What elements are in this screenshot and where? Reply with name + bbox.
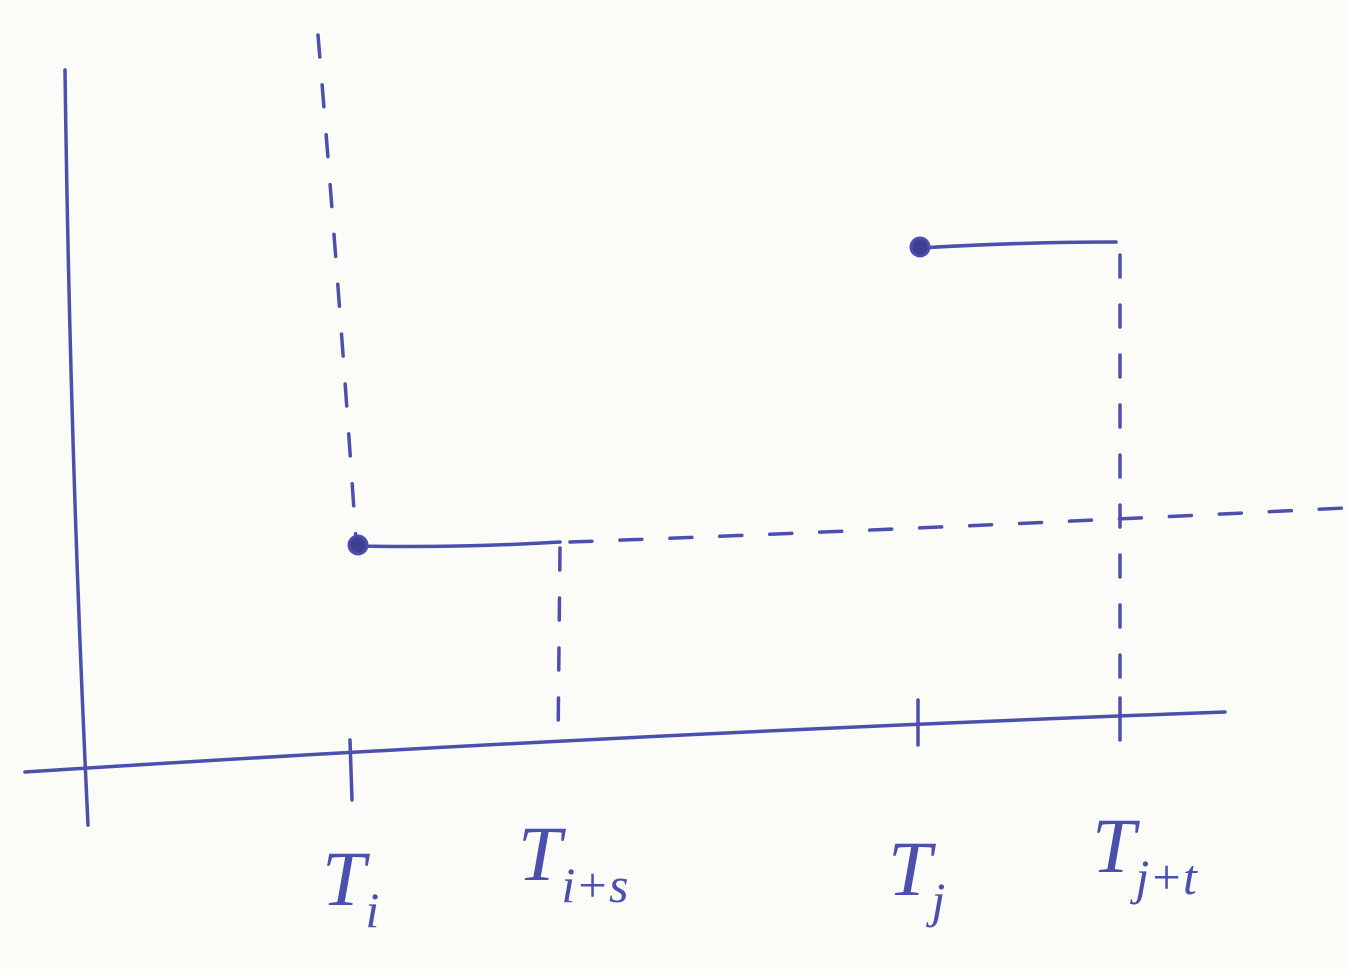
label-subscript: i+s [561, 857, 628, 913]
tick [350, 740, 352, 800]
label-base: T [1092, 802, 1140, 889]
label-base: T [888, 825, 936, 912]
dot [349, 536, 367, 554]
label-subscript: j+t [1129, 849, 1198, 905]
page: Ti Ti+s Tj Tj+t (() => { const data = JS… [0, 0, 1349, 969]
label-subscript: i [365, 882, 379, 938]
label-base: T [518, 810, 566, 897]
paper [0, 0, 1349, 969]
label-base: T [322, 835, 370, 922]
sketch: Ti Ti+s Tj Tj+t [0, 0, 1349, 969]
dot [911, 238, 929, 256]
